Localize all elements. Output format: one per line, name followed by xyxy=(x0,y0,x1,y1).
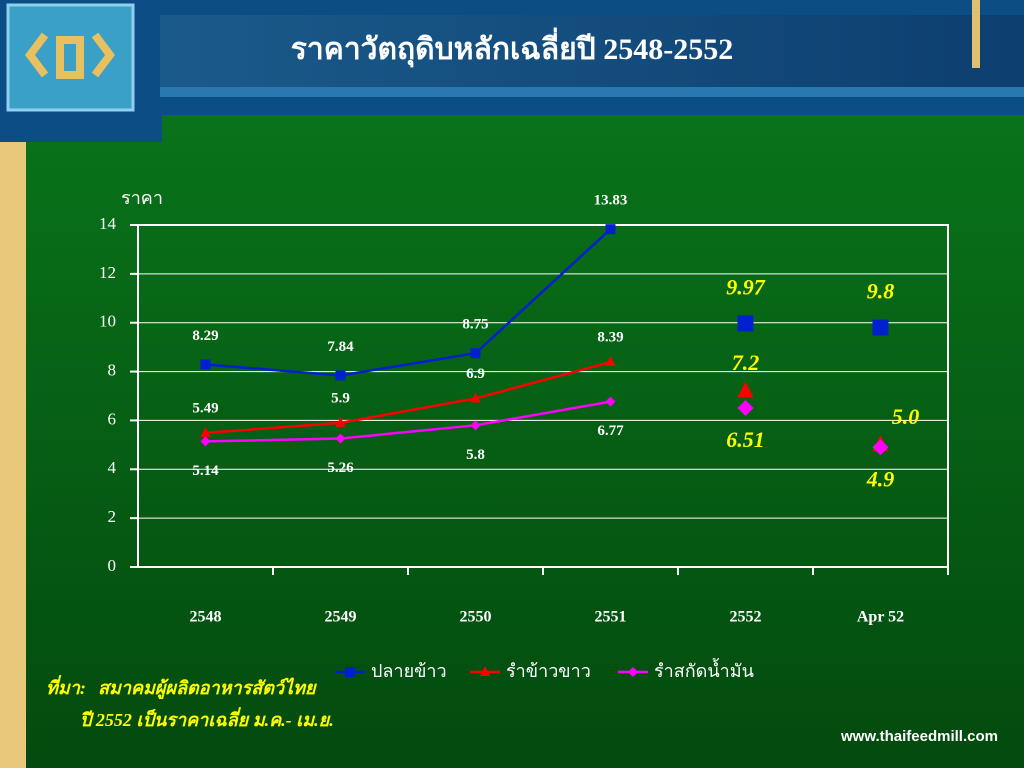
data-label: 5.8 xyxy=(466,447,485,463)
data-label: 8.39 xyxy=(597,329,623,345)
data-label: 5.26 xyxy=(327,460,354,476)
y-tick-label: 6 xyxy=(108,409,117,428)
header-stripe xyxy=(160,87,1024,97)
series-line xyxy=(205,360,611,435)
y-axis-label: ราคา xyxy=(121,188,163,208)
series-line xyxy=(205,228,612,377)
y-tick-label: 8 xyxy=(108,360,117,379)
data-label: 6.77 xyxy=(597,423,624,439)
highlight-point xyxy=(737,315,754,332)
data-label: 7.84 xyxy=(327,339,354,355)
legend-marker xyxy=(628,667,638,677)
point xyxy=(335,416,346,427)
x-tick-label: Apr 52 xyxy=(857,609,904,626)
highlight-point xyxy=(737,399,754,416)
highlight-label: 6.51 xyxy=(726,427,765,452)
legend-label: รำข้าวขาว xyxy=(506,661,591,681)
x-tick-label: 2550 xyxy=(460,609,492,626)
point xyxy=(470,392,481,403)
highlight-point xyxy=(737,381,754,398)
legend-marker xyxy=(480,666,490,676)
highlight-point xyxy=(872,319,889,336)
note: ปี 2552 เป็นราคาเฉลี่ย ม.ค.- เม.ย. xyxy=(80,707,334,730)
logo-symbol xyxy=(25,32,115,79)
point xyxy=(470,348,481,359)
data-label: 8.29 xyxy=(192,328,218,344)
left-strip xyxy=(0,142,26,768)
point xyxy=(200,359,211,370)
data-label: 8.75 xyxy=(462,317,488,333)
y-tick-label: 2 xyxy=(108,507,117,526)
slide-title: ราคาวัตถุดิบหลักเฉลี่ยปี 2548-2552 xyxy=(291,27,733,68)
x-tick-label: 2552 xyxy=(730,609,762,626)
logo-base xyxy=(0,115,162,142)
point xyxy=(605,356,616,367)
data-label: 5.14 xyxy=(192,463,219,479)
x-tick-label: 2548 xyxy=(190,609,222,626)
legend-marker xyxy=(345,667,355,677)
point xyxy=(335,370,346,381)
y-tick-label: 4 xyxy=(108,458,117,477)
y-tick-label: 14 xyxy=(99,214,117,233)
y-tick-label: 10 xyxy=(99,312,116,331)
highlight-point xyxy=(872,439,889,456)
source-label: ที่มา: xyxy=(46,675,86,698)
header-title-band xyxy=(160,15,1024,87)
point xyxy=(470,420,481,431)
series-line xyxy=(205,400,611,443)
highlight-label: 5.0 xyxy=(892,404,920,429)
highlight-label: 9.97 xyxy=(726,274,766,299)
header-accent xyxy=(972,0,980,68)
data-label: 5.49 xyxy=(192,400,218,416)
point xyxy=(200,426,211,437)
point xyxy=(200,436,211,447)
point xyxy=(605,224,616,235)
highlight-label: 4.9 xyxy=(866,466,895,491)
y-tick-label: 12 xyxy=(99,263,116,282)
highlight-label: 7.2 xyxy=(732,350,760,375)
x-tick-label: 2551 xyxy=(595,609,627,626)
x-tick-label: 2549 xyxy=(325,609,357,626)
data-label: 13.83 xyxy=(594,193,628,209)
logo xyxy=(6,3,135,112)
data-label: 5.9 xyxy=(331,390,350,406)
point xyxy=(335,433,346,444)
data-label: 6.9 xyxy=(466,366,485,382)
point xyxy=(605,396,616,407)
website: www.thaifeedmill.com xyxy=(840,728,998,745)
legend-label: ปลายข้าว xyxy=(371,661,447,681)
source: สมาคมผู้ผลิตอาหารสัตว์ไทย xyxy=(98,677,317,700)
highlight-label: 9.8 xyxy=(867,279,895,304)
legend-label: รำสกัดน้ำมัน xyxy=(654,658,754,681)
y-tick-label: 0 xyxy=(108,556,117,575)
